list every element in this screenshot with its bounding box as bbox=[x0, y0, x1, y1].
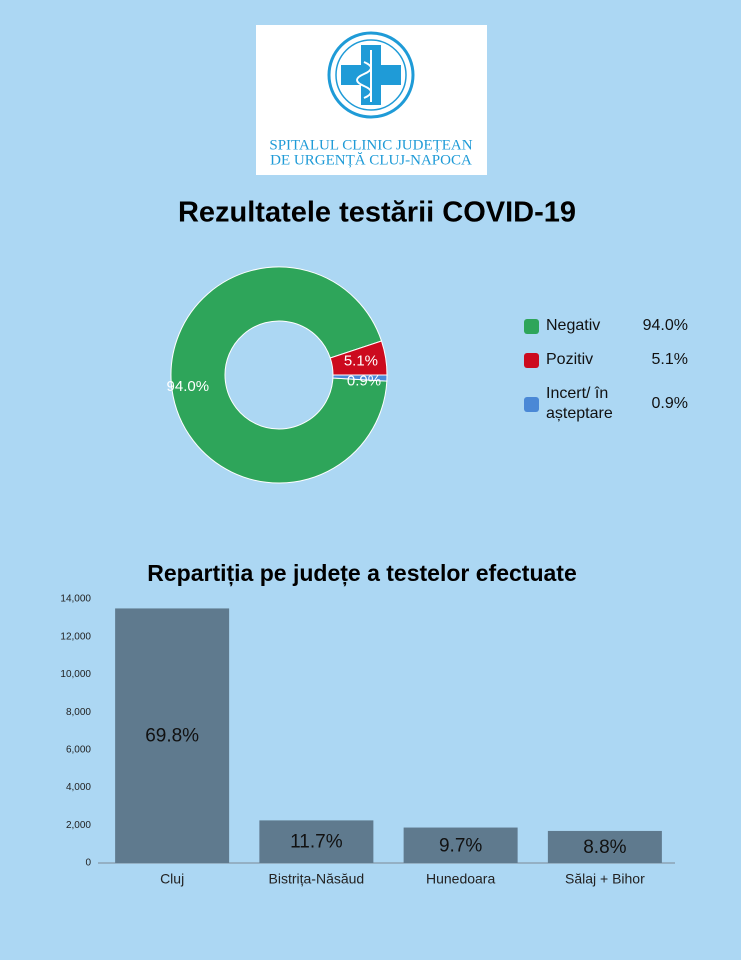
y-tick-label: 6,000 bbox=[66, 744, 91, 755]
x-tick-label: Sălaj + Bihor bbox=[565, 871, 645, 887]
y-tick-label: 2,000 bbox=[66, 820, 91, 831]
slice-label: 0.9% bbox=[347, 372, 381, 389]
logo-text: SPITALUL CLINIC JUDEȚEAN bbox=[269, 137, 472, 153]
legend-swatch bbox=[524, 318, 539, 334]
legend-swatch bbox=[524, 396, 539, 412]
legend-swatch bbox=[524, 352, 539, 368]
legend-entry: Negativ 94.0% bbox=[524, 316, 694, 336]
bar-label: 9.7% bbox=[439, 835, 482, 856]
legend-entry: Pozitiv 5.1% bbox=[524, 350, 694, 370]
y-tick-label: 12,000 bbox=[60, 631, 91, 642]
bar bbox=[115, 608, 230, 863]
chart-title: Rezultatele testării COVID-19 bbox=[178, 197, 576, 229]
legend-entry: Incert/ în așteptare 0.9% bbox=[524, 384, 694, 424]
legend-label: Pozitiv bbox=[546, 351, 594, 368]
legend-label: Negativ bbox=[546, 317, 601, 334]
x-tick-label: Cluj bbox=[160, 871, 184, 887]
bar bbox=[259, 820, 374, 863]
bar bbox=[403, 827, 518, 863]
y-tick-label: 4,000 bbox=[66, 782, 91, 793]
chart-title: Repartiția pe județe a testelor efectuat… bbox=[147, 560, 576, 587]
legend: Negativ 94.0% Pozitiv 5.1% Incert/ în aștept… bbox=[524, 316, 694, 438]
bar bbox=[547, 830, 662, 863]
slice-label: 94.0% bbox=[167, 378, 210, 395]
y-tick-label: 8,000 bbox=[66, 707, 91, 718]
legend-label: Incert/ în așteptare bbox=[546, 385, 613, 422]
logo-text: DE URGENȚĂ CLUJ-NAPOCA bbox=[270, 151, 472, 168]
x-tick-label: Hunedoara bbox=[426, 871, 495, 887]
logo-emblem bbox=[327, 31, 415, 119]
bar-label: 69.8% bbox=[145, 726, 199, 747]
y-tick-label: 10,000 bbox=[60, 669, 91, 680]
donut-slice bbox=[332, 374, 388, 382]
donut-slice bbox=[170, 266, 388, 484]
slice-label: 5.1% bbox=[344, 353, 378, 370]
legend-value: 0.9% bbox=[651, 395, 688, 412]
legend-value: 5.1% bbox=[651, 351, 688, 368]
y-tick-label: 14,000 bbox=[60, 594, 91, 605]
bar-label: 11.7% bbox=[290, 832, 343, 853]
bar-label: 8.8% bbox=[583, 837, 626, 858]
legend-value: 94.0% bbox=[642, 317, 688, 334]
x-tick-label: Bistrița-Năsăud bbox=[269, 871, 365, 887]
y-tick-label: 0 bbox=[85, 858, 91, 869]
